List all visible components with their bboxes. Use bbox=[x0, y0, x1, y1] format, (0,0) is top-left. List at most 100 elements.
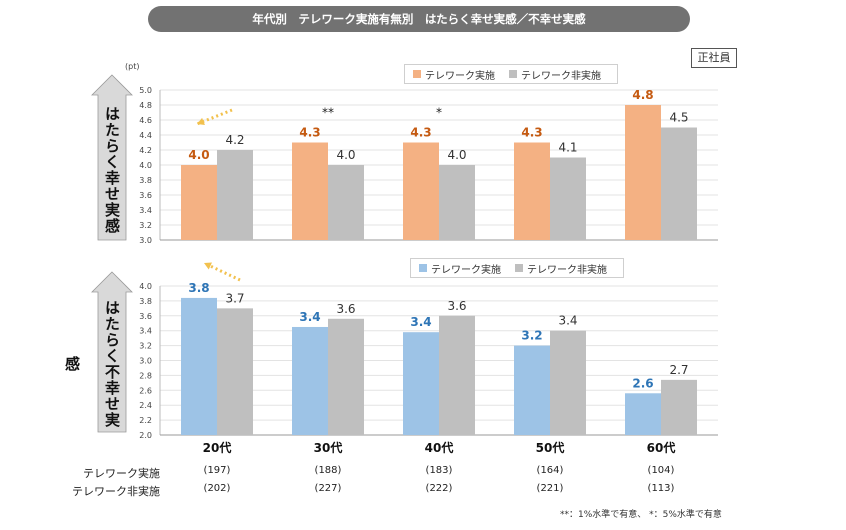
significance-marker: ** bbox=[322, 106, 334, 120]
y-tick-label: 3.0 bbox=[139, 357, 152, 366]
data-label-non-telework: 4.0 bbox=[447, 148, 466, 162]
bar-non-telework bbox=[661, 127, 697, 240]
x-category-label: 50代 bbox=[536, 440, 565, 455]
bar-non-telework bbox=[550, 330, 586, 435]
legend-item-non-telework: テレワーク非実施 bbox=[515, 261, 607, 276]
y-tick-label: 3.0 bbox=[139, 236, 152, 245]
bar-non-telework bbox=[439, 315, 475, 435]
y-tick-label: 4.8 bbox=[139, 101, 152, 110]
bar-telework bbox=[403, 332, 439, 435]
bar-telework bbox=[625, 393, 661, 435]
sample-size-telework: (197) bbox=[203, 465, 231, 476]
legend-swatch-non-telework bbox=[509, 70, 517, 78]
y-tick-label: 2.2 bbox=[139, 416, 152, 425]
y-tick-label: 3.8 bbox=[139, 297, 152, 306]
bar-non-telework bbox=[328, 165, 364, 240]
data-label-non-telework: 3.6 bbox=[336, 302, 355, 316]
bar-non-telework bbox=[439, 165, 475, 240]
legend-swatch-telework bbox=[413, 70, 421, 78]
chart-title: 年代別 テレワーク実施有無別 はたらく幸せ実感／不幸せ実感 bbox=[148, 6, 690, 32]
happy-hint-arrow-head bbox=[197, 117, 205, 125]
data-label-telework: 4.8 bbox=[632, 88, 653, 102]
y-tick-label: 4.0 bbox=[139, 161, 152, 170]
bar-telework bbox=[181, 165, 217, 240]
x-category-label: 60代 bbox=[647, 440, 676, 455]
sample-size-non-telework: (221) bbox=[536, 483, 564, 494]
sample-size-non-telework: (113) bbox=[647, 483, 675, 494]
y-tick-label: 4.6 bbox=[139, 116, 152, 125]
data-label-telework: 4.3 bbox=[410, 126, 431, 140]
legend-swatch-telework bbox=[419, 264, 427, 272]
unhappy-side-arrow bbox=[91, 271, 133, 433]
bar-non-telework bbox=[661, 379, 697, 435]
data-label-telework: 4.3 bbox=[521, 126, 542, 140]
bar-non-telework bbox=[217, 150, 253, 240]
significance-marker: * bbox=[436, 106, 442, 120]
x-category-label: 20代 bbox=[203, 440, 232, 455]
sample-size-telework: (188) bbox=[314, 465, 342, 476]
data-label-non-telework: 2.7 bbox=[669, 363, 688, 377]
y-tick-label: 2.6 bbox=[139, 386, 152, 395]
y-tick-label: 2.4 bbox=[139, 401, 152, 410]
data-label-non-telework: 4.1 bbox=[558, 141, 577, 155]
legend-label: テレワーク非実施 bbox=[521, 70, 601, 82]
bar-telework bbox=[292, 326, 328, 435]
y-tick-label: 3.2 bbox=[139, 221, 152, 230]
y-tick-label: 2.8 bbox=[139, 371, 152, 380]
legend-label: テレワーク非実施 bbox=[527, 264, 607, 276]
employee-type-badge: 正社員 bbox=[691, 48, 737, 68]
row-label-telework: テレワーク実施 bbox=[83, 467, 160, 480]
y-tick-label: 4.2 bbox=[139, 146, 152, 155]
y-tick-label: 3.4 bbox=[139, 327, 152, 336]
data-label-telework: 3.2 bbox=[521, 329, 542, 343]
data-label-telework: 3.4 bbox=[299, 310, 320, 324]
happy-legend: テレワーク実施 テレワーク非実施 bbox=[404, 64, 618, 84]
legend-item-non-telework: テレワーク非実施 bbox=[509, 67, 601, 82]
y-tick-label: 3.8 bbox=[139, 176, 152, 185]
happy-side-arrow bbox=[91, 74, 133, 241]
bar-non-telework bbox=[550, 157, 586, 240]
bar-telework bbox=[292, 142, 328, 240]
y-tick-label: 4.4 bbox=[139, 131, 152, 140]
sample-size-non-telework: (227) bbox=[314, 483, 342, 494]
y-tick-label: 5.0 bbox=[139, 86, 152, 95]
x-category-label: 30代 bbox=[314, 440, 343, 455]
data-label-non-telework: 4.5 bbox=[669, 111, 688, 125]
unhappy-legend: テレワーク実施 テレワーク非実施 bbox=[410, 258, 624, 278]
sample-size-telework: (104) bbox=[647, 465, 675, 476]
data-label-telework: 3.8 bbox=[188, 281, 209, 295]
bar-telework bbox=[625, 105, 661, 240]
unhappy-hint-arrow bbox=[203, 261, 241, 282]
data-label-telework: 4.0 bbox=[188, 148, 209, 162]
bar-telework bbox=[181, 297, 217, 435]
bar-telework bbox=[514, 345, 550, 435]
sample-size-non-telework: (222) bbox=[425, 483, 453, 494]
data-label-telework: 2.6 bbox=[632, 376, 653, 390]
happy-side-label: はたらく幸せ実感 bbox=[103, 106, 121, 234]
sample-size-telework: (183) bbox=[425, 465, 453, 476]
data-label-telework: 4.3 bbox=[299, 126, 320, 140]
data-label-non-telework: 4.0 bbox=[336, 148, 355, 162]
bar-non-telework bbox=[217, 308, 253, 435]
significance-footnote: **：1%水準で有意、 *：5%水準で有意 bbox=[560, 510, 722, 520]
data-label-non-telework: 3.7 bbox=[225, 291, 244, 305]
data-label-non-telework: 4.2 bbox=[225, 133, 244, 147]
data-label-non-telework: 3.6 bbox=[447, 299, 466, 313]
y-tick-label: 3.4 bbox=[139, 206, 152, 215]
y-tick-label: 4.0 bbox=[139, 282, 152, 291]
data-label-telework: 3.4 bbox=[410, 315, 431, 329]
legend-label: テレワーク実施 bbox=[425, 70, 495, 82]
legend-swatch-non-telework bbox=[515, 264, 523, 272]
y-tick-label: 2.0 bbox=[139, 431, 152, 440]
unit-label: (pt) bbox=[125, 62, 140, 71]
bar-non-telework bbox=[328, 318, 364, 435]
unhappy-side-label: はたらく不幸せ実感 bbox=[63, 300, 121, 428]
bar-telework bbox=[514, 142, 550, 240]
data-label-non-telework: 3.4 bbox=[558, 314, 577, 328]
x-category-label: 40代 bbox=[425, 440, 454, 455]
y-tick-label: 3.2 bbox=[139, 342, 152, 351]
sample-size-non-telework: (202) bbox=[203, 483, 231, 494]
sample-size-telework: (164) bbox=[536, 465, 564, 476]
row-label-non-telework: テレワーク非実施 bbox=[72, 485, 160, 498]
